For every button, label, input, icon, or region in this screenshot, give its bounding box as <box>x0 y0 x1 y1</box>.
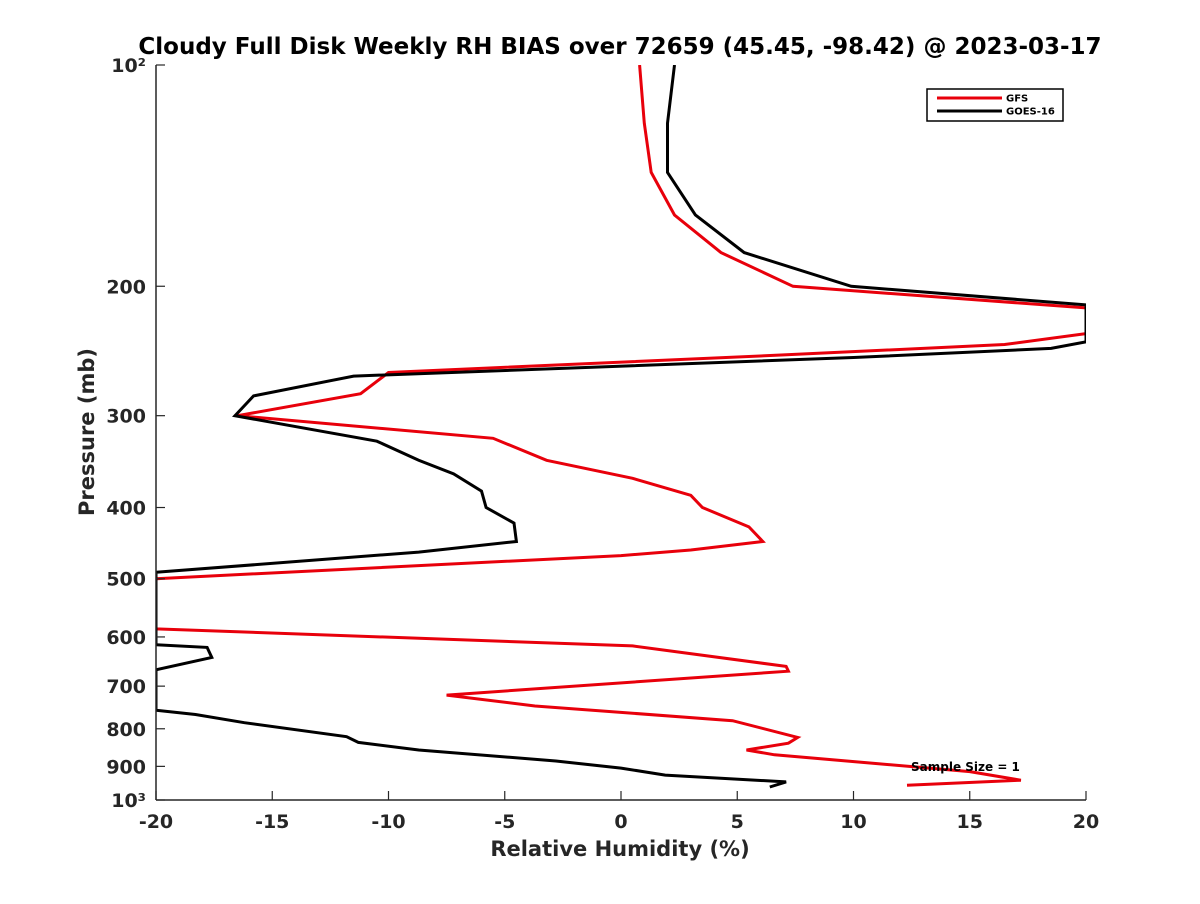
y-tick-label: 10² <box>111 55 146 77</box>
series-group <box>156 65 1086 789</box>
y-tick-label: 700 <box>106 676 146 698</box>
y-tick-label: 800 <box>106 719 146 741</box>
x-tick-label: 15 <box>957 811 983 833</box>
sample-size-annotation: Sample Size = 1 <box>911 760 1020 774</box>
series-line-goes16 <box>156 65 1086 789</box>
x-axis-label: Relative Humidity (%) <box>490 837 749 861</box>
x-tick-label: 20 <box>1073 811 1099 833</box>
chart-title: Cloudy Full Disk Weekly RH BIAS over 726… <box>138 34 1101 60</box>
y-tick-label: 200 <box>106 276 146 298</box>
x-tick-label: 5 <box>731 811 744 833</box>
y-axis-label: Pressure (mb) <box>75 348 99 516</box>
y-tick-label: 900 <box>106 756 146 778</box>
legend-box <box>926 88 1064 122</box>
tick-labels: -20 -15 -10 -5 0 5 10 15 20 10² 200 300 400 500 600 700… <box>106 55 1099 833</box>
x-tick-label: 10 <box>840 811 866 833</box>
y-tick-label: 400 <box>106 498 146 520</box>
axes <box>155 64 1087 801</box>
x-tick-label: -15 <box>255 811 289 833</box>
y-tick-label: 10³ <box>111 790 146 812</box>
y-tick-label: 300 <box>106 406 146 428</box>
y-tick-label: 500 <box>106 569 146 591</box>
series-line-gfs <box>156 65 1086 787</box>
y-tick-label: 600 <box>106 627 146 649</box>
legend: GFS GOES-16 <box>926 88 1064 122</box>
x-tick-label: -10 <box>371 811 405 833</box>
legend-label-gfs: GFS <box>1006 94 1028 105</box>
x-tick-label: -5 <box>494 811 515 833</box>
plot-area <box>156 65 1086 789</box>
legend-label-goes16: GOES-16 <box>1006 107 1055 118</box>
x-tick-label: 0 <box>614 811 627 833</box>
x-tick-label: -20 <box>139 811 173 833</box>
